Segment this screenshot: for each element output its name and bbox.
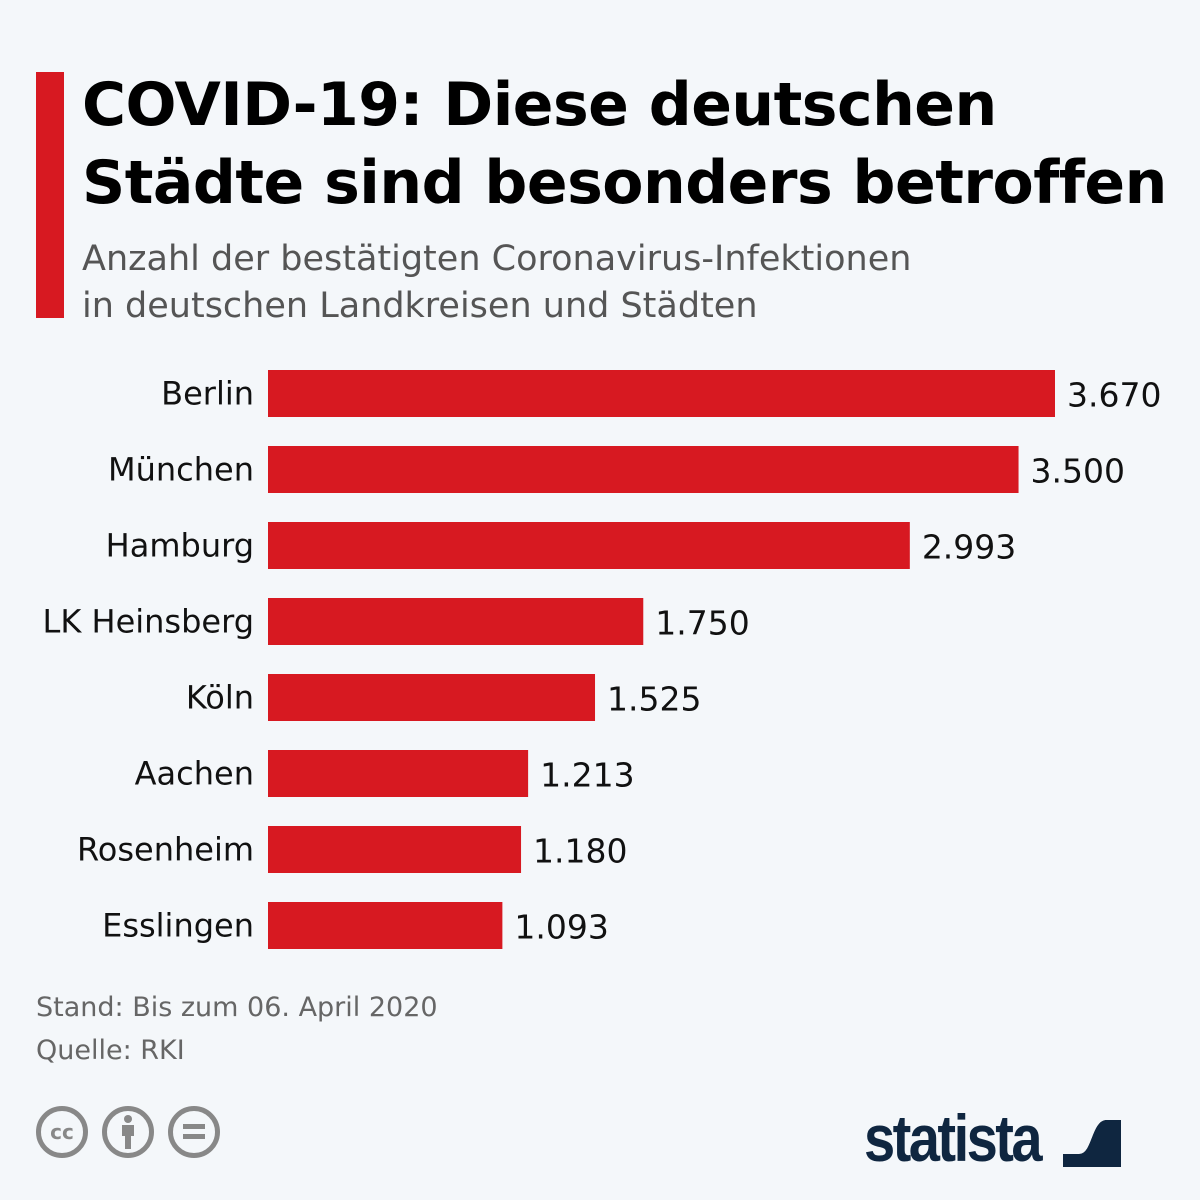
bar — [268, 370, 1055, 417]
footer-source: Quelle: RKI — [36, 1035, 185, 1066]
attribution-icon[interactable] — [102, 1106, 154, 1158]
value-label: 3.670 — [1067, 376, 1161, 415]
statista-logo[interactable]: statista — [864, 1100, 1122, 1176]
bar — [268, 902, 503, 949]
title-line-2: Städte sind besonders betroffen — [82, 148, 1167, 218]
category-label: LK Heinsberg — [43, 603, 254, 641]
bar — [268, 826, 522, 873]
category-label: Aachen — [135, 755, 254, 793]
bar — [268, 522, 910, 569]
value-label: 1.093 — [514, 908, 608, 947]
subtitle-line-1: Anzahl der bestätigten Coronavirus-Infek… — [82, 239, 912, 279]
category-label: Esslingen — [102, 907, 254, 945]
statista-logo-icon — [1063, 1109, 1122, 1167]
license-icons: cc — [36, 1106, 220, 1158]
bar — [268, 598, 644, 645]
category-label: Hamburg — [106, 527, 254, 565]
title-accent-bar — [36, 72, 64, 318]
value-label: 1.213 — [540, 756, 634, 795]
category-label: München — [108, 451, 254, 489]
creative-commons-icon[interactable]: cc — [36, 1106, 88, 1158]
value-label: 1.525 — [607, 680, 701, 719]
bar — [268, 446, 1019, 493]
bar — [268, 750, 529, 797]
title-line-1: COVID-19: Diese deutschen — [82, 70, 997, 140]
category-label: Berlin — [161, 375, 254, 413]
value-label: 1.750 — [655, 604, 749, 643]
chart-title: COVID-19: Diese deutschen Städte sind be… — [82, 66, 1167, 222]
chart-subtitle: Anzahl der bestätigten Coronavirus-Infek… — [82, 236, 911, 330]
value-label: 1.180 — [533, 832, 627, 871]
subtitle-line-2: in deutschen Landkreisen und Städten — [82, 286, 758, 326]
logo-text: statista — [864, 1101, 1043, 1175]
bar-chart: Berlin 3.670 München 3.500 Hamburg 2.993 LK He… — [43, 370, 1161, 949]
value-label: 3.500 — [1031, 452, 1125, 491]
footer-stand: Stand: Bis zum 06. April 2020 — [36, 992, 438, 1023]
value-label: 2.993 — [922, 528, 1016, 567]
no-derivatives-icon[interactable] — [168, 1106, 220, 1158]
category-label: Rosenheim — [77, 831, 254, 869]
category-label: Köln — [186, 679, 254, 717]
bar — [268, 674, 596, 721]
